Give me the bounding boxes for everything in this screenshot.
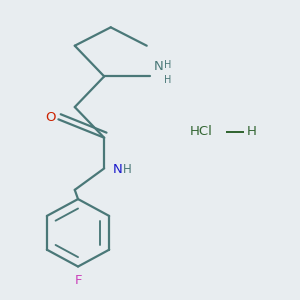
Text: HCl: HCl	[189, 125, 212, 138]
Text: H: H	[247, 125, 256, 138]
Text: H: H	[164, 75, 172, 85]
Text: N: N	[112, 164, 122, 176]
Text: H: H	[164, 60, 172, 70]
Text: H: H	[123, 164, 132, 176]
Text: O: O	[45, 111, 56, 124]
Text: F: F	[74, 274, 82, 287]
Text: N: N	[153, 60, 163, 73]
